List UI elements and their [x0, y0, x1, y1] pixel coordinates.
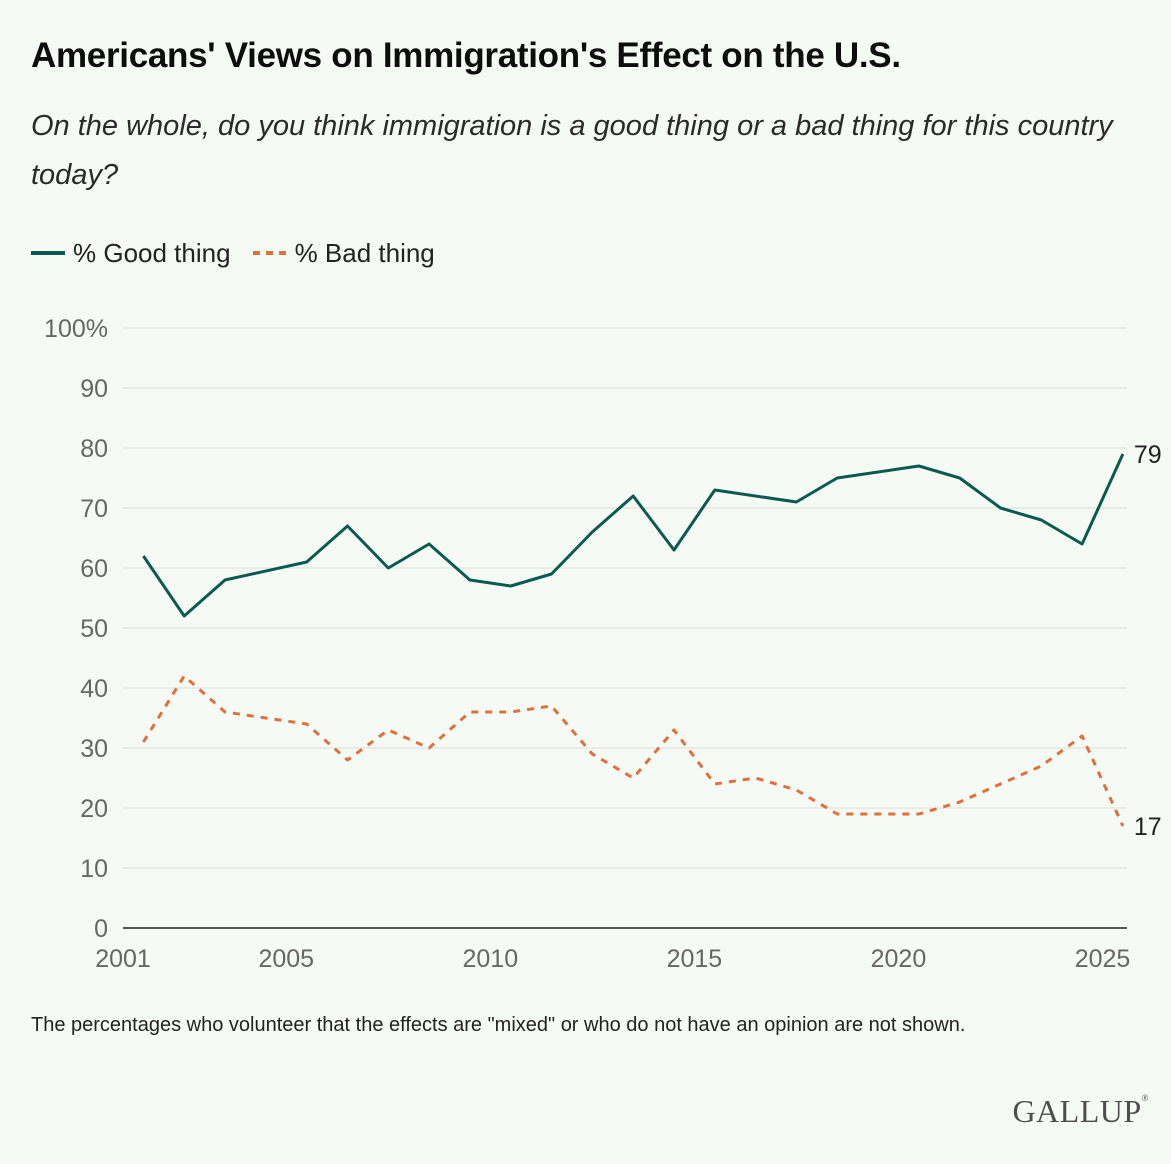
registered-mark: ®: [1141, 1093, 1149, 1103]
x-tick-label: 2001: [95, 945, 151, 973]
legend-label-good: % Good thing: [73, 237, 231, 268]
y-tick-label: 40: [80, 675, 108, 703]
legend-item-bad: % Bad thing: [252, 237, 435, 269]
x-tick-label: 2010: [463, 945, 519, 973]
gridlines: [123, 327, 1127, 929]
line-chart: 0 10 20 30 40 50 60 70 80 90 100% 2001 2005 2010 2015…: [44, 315, 1162, 973]
series-line-good: [142, 453, 1125, 618]
legend-swatch-good: [31, 251, 65, 255]
x-axis-ticks: 2001 2005 2010 2015 2020 2025: [95, 945, 1130, 973]
y-tick-label: 70: [80, 495, 108, 523]
y-axis-ticks: 0 10 20 30 40 50 60 70 80 90 100%: [44, 315, 108, 943]
y-tick-label: 90: [80, 375, 108, 403]
y-tick-label: 100%: [44, 315, 108, 343]
chart-title: Americans' Views on Immigration's Effect…: [31, 36, 901, 75]
footnote: The percentages who volunteer that the e…: [31, 1014, 966, 1036]
y-tick-label: 60: [80, 555, 108, 583]
chart-subtitle: On the whole, do you think immigration i…: [31, 110, 1113, 191]
series-line-bad: [142, 674, 1125, 827]
series-lines: [142, 453, 1125, 827]
y-tick-label: 80: [80, 435, 108, 463]
logo-text: GALLUP: [1012, 1093, 1142, 1129]
x-tick-label: 2025: [1075, 945, 1131, 973]
legend-item-good: % Good thing: [31, 238, 231, 269]
y-tick-label: 30: [80, 735, 108, 763]
legend: % Good thing % Bad thing: [31, 236, 457, 270]
x-tick-label: 2005: [258, 945, 314, 973]
end-label-bad: 17: [1134, 813, 1162, 841]
y-tick-label: 10: [80, 855, 108, 883]
x-tick-label: 2015: [667, 945, 723, 973]
end-label-good: 79: [1134, 441, 1162, 469]
y-tick-label: 20: [80, 795, 108, 823]
gallup-logo: GALLUP®: [1012, 1093, 1149, 1130]
x-tick-label: 2020: [871, 945, 927, 973]
y-tick-label: 50: [80, 615, 108, 643]
end-labels: 79 17: [1134, 441, 1162, 841]
legend-swatch-bad: [252, 251, 287, 255]
y-tick-label: 0: [94, 915, 108, 943]
legend-label-bad: % Bad thing: [294, 237, 435, 268]
